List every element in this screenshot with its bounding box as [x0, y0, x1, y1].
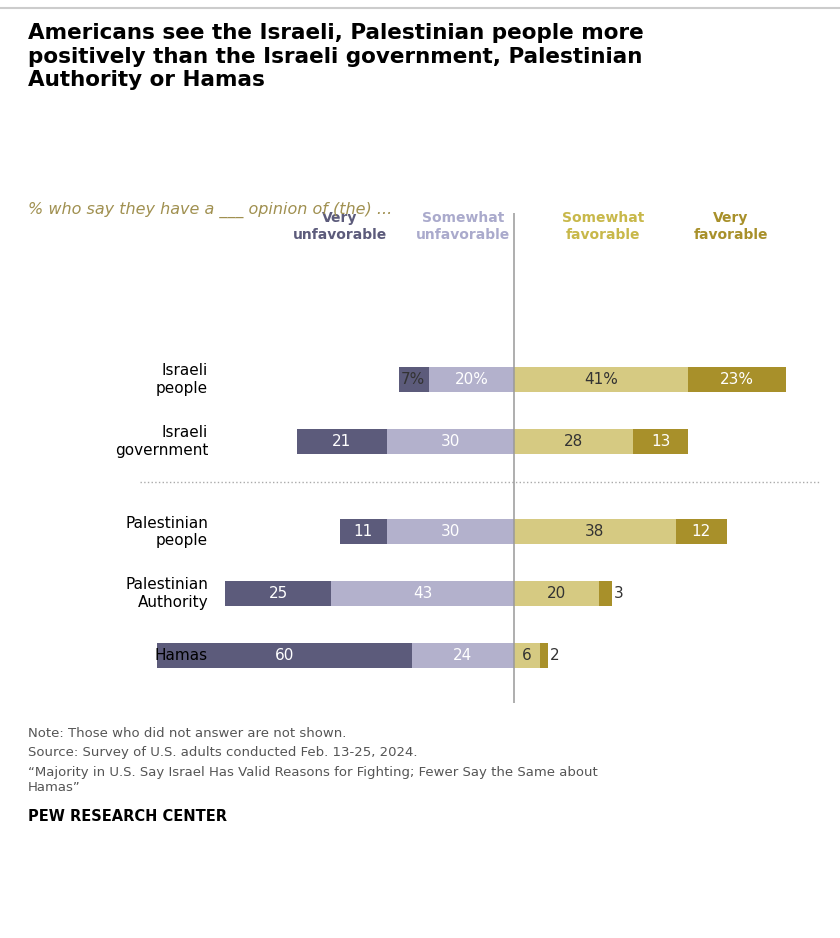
Text: Somewhat
unfavorable: Somewhat unfavorable	[416, 211, 510, 242]
Bar	[386, 429, 514, 454]
Bar	[633, 429, 688, 454]
Bar	[599, 582, 612, 606]
Bar	[157, 643, 412, 668]
Text: 43: 43	[413, 586, 433, 601]
Text: 2: 2	[550, 648, 559, 663]
Bar	[412, 643, 514, 668]
Bar	[339, 520, 386, 544]
Bar	[514, 429, 633, 454]
Text: Israeli
government: Israeli government	[114, 425, 208, 458]
Bar	[514, 367, 688, 392]
Text: 13: 13	[651, 434, 670, 449]
Bar	[225, 582, 331, 606]
Text: 24: 24	[454, 648, 473, 663]
Text: Israeli
people: Israeli people	[156, 363, 208, 396]
Text: 60: 60	[275, 648, 294, 663]
Bar	[386, 520, 514, 544]
Text: Very
favorable: Very favorable	[694, 211, 768, 242]
Bar	[514, 582, 599, 606]
Text: Palestinian
people: Palestinian people	[125, 516, 208, 548]
Text: Hamas: Hamas	[155, 648, 208, 663]
Text: Source: Survey of U.S. adults conducted Feb. 13-25, 2024.: Source: Survey of U.S. adults conducted …	[28, 746, 417, 759]
Bar	[331, 582, 514, 606]
Bar	[297, 429, 386, 454]
Bar	[514, 643, 539, 668]
Text: Somewhat
favorable: Somewhat favorable	[562, 211, 644, 242]
Text: 6: 6	[522, 648, 532, 663]
Text: 20: 20	[547, 586, 566, 601]
Text: 28: 28	[564, 434, 583, 449]
Text: 38: 38	[585, 524, 605, 539]
Text: Palestinian
Authority: Palestinian Authority	[125, 578, 208, 610]
Bar	[399, 367, 429, 392]
Text: 21: 21	[333, 434, 351, 449]
Bar	[539, 643, 548, 668]
Text: 41%: 41%	[584, 372, 618, 387]
Text: 20%: 20%	[454, 372, 488, 387]
Text: PEW RESEARCH CENTER: PEW RESEARCH CENTER	[28, 809, 227, 824]
Bar	[688, 367, 786, 392]
Text: 11: 11	[354, 524, 373, 539]
Text: “Majority in U.S. Say Israel Has Valid Reasons for Fighting; Fewer Say the Same : “Majority in U.S. Say Israel Has Valid R…	[28, 766, 597, 794]
Bar	[429, 367, 514, 392]
Text: 23%: 23%	[720, 372, 754, 387]
Text: 30: 30	[440, 434, 460, 449]
Text: Americans see the Israeli, Palestinian people more
positively than the Israeli g: Americans see the Israeli, Palestinian p…	[28, 23, 643, 90]
Text: 3: 3	[614, 586, 623, 601]
Bar	[675, 520, 727, 544]
Text: 25: 25	[269, 586, 288, 601]
Text: % who say they have a ___ opinion of (the) ...: % who say they have a ___ opinion of (th…	[28, 202, 392, 218]
Text: 7%: 7%	[401, 372, 425, 387]
Text: 30: 30	[440, 524, 460, 539]
Bar	[514, 520, 675, 544]
Text: Very
unfavorable: Very unfavorable	[292, 211, 387, 242]
Text: Note: Those who did not answer are not shown.: Note: Those who did not answer are not s…	[28, 727, 346, 740]
Text: 12: 12	[691, 524, 711, 539]
